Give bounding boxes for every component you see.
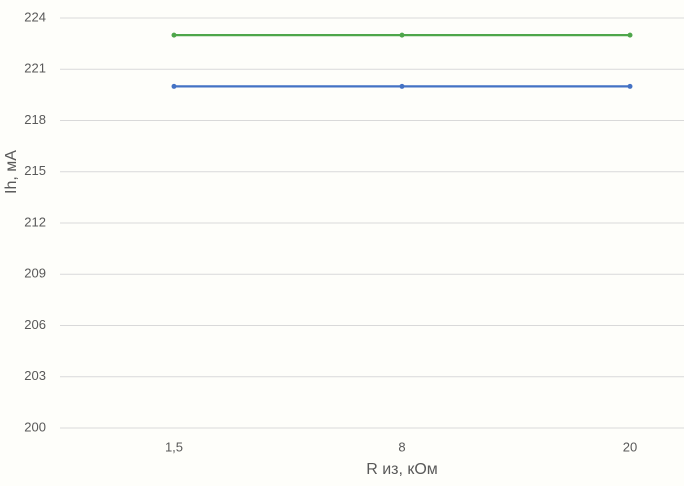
- x-tick-label: 20: [623, 439, 637, 454]
- x-axis-title: R из, кОм: [366, 461, 438, 478]
- y-tick-label: 224: [24, 9, 46, 24]
- y-tick-label: 203: [24, 368, 46, 383]
- x-tick-label: 8: [398, 439, 405, 454]
- y-tick-label: 218: [24, 112, 46, 127]
- y-tick-label: 212: [24, 214, 46, 229]
- data-point: [399, 32, 405, 38]
- y-tick-label: 206: [24, 317, 46, 332]
- y-tick-label: 209: [24, 266, 46, 281]
- y-axis-title: Ih, мА: [3, 150, 20, 194]
- data-point: [171, 32, 177, 38]
- y-tick-label: 221: [24, 61, 46, 76]
- y-tick-label: 200: [24, 419, 46, 434]
- data-point: [627, 83, 633, 89]
- x-tick-label: 1,5: [165, 439, 183, 454]
- data-point: [399, 83, 405, 89]
- data-point: [171, 83, 177, 89]
- y-tick-label: 215: [24, 163, 46, 178]
- data-point: [627, 32, 633, 38]
